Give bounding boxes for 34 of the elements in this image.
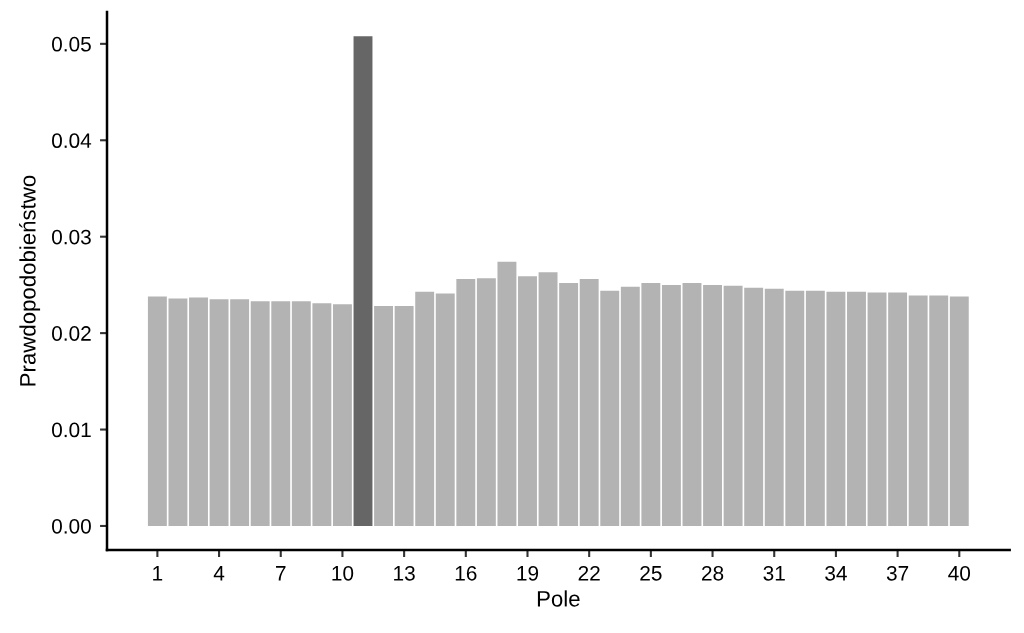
x-tick-label: 4 <box>213 566 225 581</box>
y-tick-label: 0.05 <box>52 36 91 52</box>
x-tick-label: 28 <box>702 565 724 581</box>
y-axis-title: Prawdopodobieństwo <box>19 175 41 386</box>
y-tick-label: 0.04 <box>52 133 92 149</box>
y-tick-label: 0.00 <box>52 518 91 534</box>
x-axis-title: Pole <box>537 590 580 607</box>
x-tick-label: 19 <box>517 565 539 581</box>
x-tick-label: 16 <box>455 565 477 581</box>
x-tick-label: 40 <box>948 565 971 581</box>
bar <box>518 276 537 526</box>
x-tick-label: 10 <box>332 565 354 581</box>
x-tick-label: 13 <box>394 565 415 581</box>
bar <box>661 284 681 526</box>
bar <box>682 282 702 526</box>
x-tick-label: 7 <box>276 566 286 581</box>
bar <box>353 36 373 526</box>
x-tick-label: 37 <box>886 565 909 581</box>
bar <box>847 291 866 526</box>
bar <box>867 292 887 526</box>
bar <box>703 284 723 526</box>
x-tick-label: 31 <box>763 565 785 581</box>
x-tick-label: 34 <box>825 565 847 581</box>
y-tick-label: 0.02 <box>52 326 91 341</box>
x-tick-label: 25 <box>640 565 662 581</box>
bar <box>374 306 394 526</box>
y-tick-label: 0.03 <box>52 229 91 245</box>
y-tick-label: 0.01 <box>52 422 91 438</box>
x-tick-label: 1 <box>153 566 163 581</box>
bar <box>949 296 969 526</box>
bar <box>189 297 208 526</box>
x-tick-label: 22 <box>578 565 600 581</box>
bar <box>332 304 352 526</box>
bar <box>888 292 908 526</box>
